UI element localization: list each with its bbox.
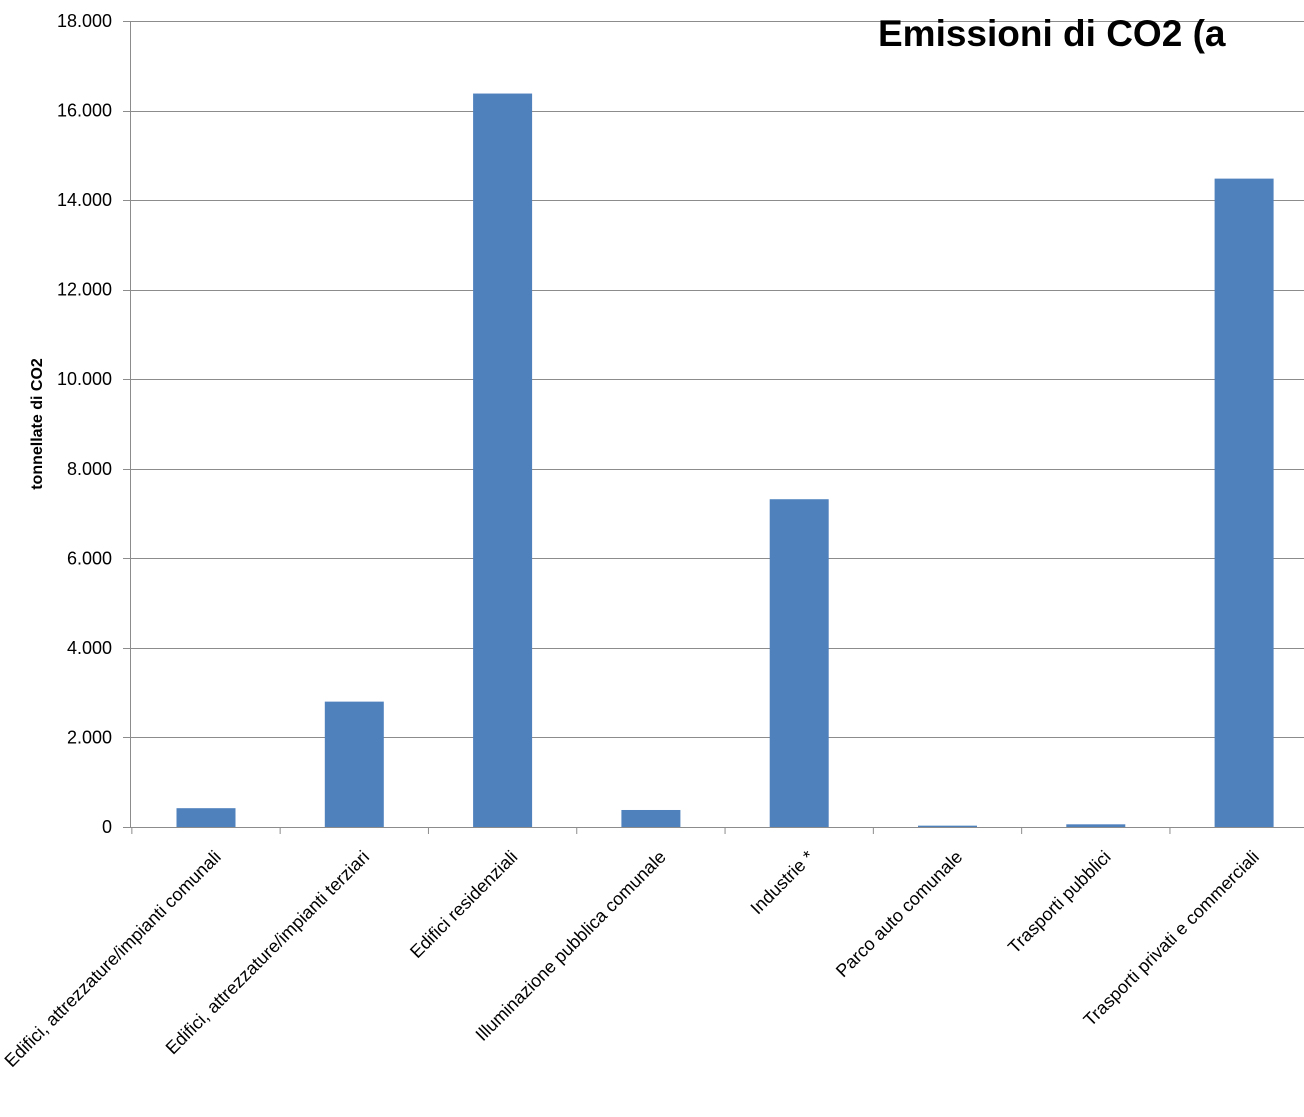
y-tick-label: 2.000	[67, 727, 112, 747]
bar	[621, 809, 681, 827]
bar	[769, 499, 829, 827]
y-tick-label: 18.000	[57, 11, 112, 31]
x-tick-labels: Edifici, attrezzature/impianti comunaliE…	[1, 847, 1263, 1071]
y-tick-label: 6.000	[67, 548, 112, 568]
bar	[176, 808, 236, 827]
axes	[123, 21, 1304, 834]
y-tick-label: 12.000	[57, 280, 112, 300]
y-tick-label: 4.000	[67, 638, 112, 658]
y-tick-label: 14.000	[57, 190, 112, 210]
bar	[1066, 824, 1126, 827]
x-tick-label: Trasporti pubblici	[1004, 847, 1115, 958]
x-tick-label: Parco auto comunale	[832, 847, 966, 981]
x-tick-label: Trasporti privati e commerciali	[1080, 847, 1263, 1030]
y-tick-label: 10.000	[57, 369, 112, 389]
bars	[176, 93, 1274, 828]
x-tick-label: Edifici residenziali	[406, 847, 521, 962]
y-tick-labels: 0 2.000 4.000 6.000 8.000 10.000 12.000 14.000 1…	[57, 11, 112, 837]
chart-title: Emissioni di CO2 (a	[878, 13, 1226, 54]
y-tick-label: 8.000	[67, 459, 112, 479]
y-tick-label: 16.000	[57, 101, 112, 121]
bar	[918, 825, 977, 827]
x-tick-label: Industrie *	[747, 847, 818, 918]
bar	[1214, 178, 1274, 827]
bar	[473, 93, 533, 828]
bar	[324, 701, 384, 827]
gridlines	[130, 21, 1304, 738]
y-tick-label: 0	[102, 817, 112, 837]
y-axis-label: tonnellate di CO2	[29, 358, 46, 490]
